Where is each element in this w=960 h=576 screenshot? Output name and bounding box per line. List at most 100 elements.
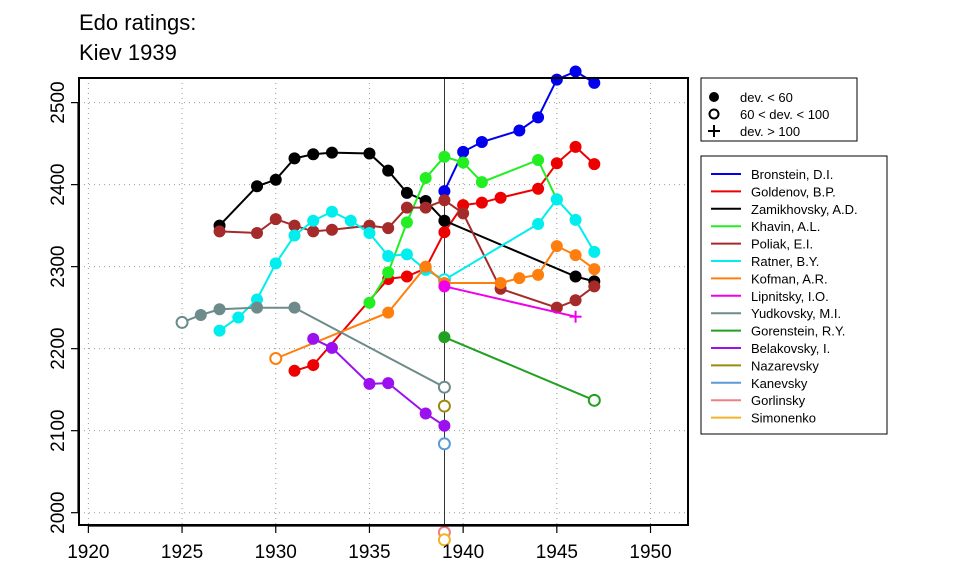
point-bronstein-d-i-1941 (475, 135, 488, 148)
x-tick-label-1935: 1935 (348, 542, 390, 563)
x-tick-label-1925: 1925 (161, 542, 203, 563)
point-zamikhovsky-a-d-1932 (307, 148, 320, 161)
point-goldenov-b-p-1946 (569, 140, 582, 153)
point-goldenov-b-p-1937 (400, 270, 413, 283)
point-gorenstein-r-y-1939 (438, 331, 451, 344)
marker-legend-symbol-1 (708, 108, 720, 120)
legend-label-khavin-a-l: Khavin, A.L. (751, 219, 820, 234)
point-ratner-b-y-1946 (569, 213, 582, 226)
series-line-kofman-a-r (275, 244, 595, 360)
point-yudkovsky-m-i-1925 (175, 315, 189, 329)
plot-frame (78, 77, 689, 526)
legend-label-gorlinsky: Gorlinsky (751, 393, 806, 408)
point-zamikhovsky-a-d-1931 (288, 152, 301, 165)
series-line-gorenstein-r-y (444, 336, 595, 402)
point-belakovsky-i-1936 (382, 377, 395, 390)
series-layer (175, 65, 601, 547)
point-zamikhovsky-a-d-1933 (325, 146, 338, 159)
point-bronstein-d-i-1945 (550, 73, 563, 86)
y-tick-label-2200: 2200 (48, 328, 69, 370)
point-khavin-a-l-1936 (382, 266, 395, 279)
point-poliak-e-i-1937 (400, 201, 413, 214)
legend-label-ratner-b-y: Ratner, B.Y. (751, 254, 819, 269)
point-belakovsky-i-1938 (419, 407, 432, 420)
point-poliak-e-i-1939 (438, 194, 451, 207)
point-khavin-a-l-1940 (457, 156, 470, 169)
point-khavin-a-l-1944 (532, 154, 545, 167)
point-yudkovsky-m-i-1939 (437, 380, 451, 394)
legend-label-nazarevsky: Nazarevsky (751, 358, 819, 373)
grid (79, 78, 688, 525)
y-tick-label-2300: 2300 (48, 246, 69, 288)
point-kofman-a-r-1938 (419, 260, 432, 273)
point-khavin-a-l-1937 (400, 216, 413, 229)
point-goldenov-b-p-1939 (438, 226, 451, 239)
series-yudkovsky-m-i (175, 301, 451, 394)
series-kofman-a-r (269, 240, 601, 366)
point-goldenov-b-p-1932 (307, 359, 320, 372)
legend-label-goldenov-b-p: Goldenov, B.P. (751, 184, 836, 199)
point-ratner-b-y-1937 (400, 248, 413, 261)
marker-legend-label-0: dev. < 60 (740, 90, 793, 105)
legend-label-gorenstein-r-y: Gorenstein, R.Y. (751, 324, 845, 339)
point-zamikhovsky-a-d-1935 (363, 147, 376, 160)
point-simonenko-1939 (437, 533, 451, 547)
series-zamikhovsky-a-d (213, 146, 601, 288)
point-khavin-a-l-1939 (438, 150, 451, 163)
point-goldenov-b-p-1941 (475, 196, 488, 209)
legend-label-belakovsky-i: Belakovsky, I. (751, 341, 830, 356)
point-lipnitsky-i-o-1939 (438, 280, 451, 293)
point-belakovsky-i-1935 (363, 377, 376, 390)
series-line-poliak-e-i (219, 199, 595, 309)
series-line-lipnitsky-i-o (444, 285, 576, 318)
point-kofman-a-r-1945 (550, 240, 563, 253)
point-poliak-e-i-1940 (457, 207, 470, 220)
marker-legend-symbol-2 (708, 125, 720, 137)
point-ratner-b-y-1928 (232, 311, 245, 324)
point-poliak-e-i-1927 (213, 225, 226, 238)
point-bronstein-d-i-1947 (588, 76, 601, 89)
series-simonenko (437, 533, 451, 547)
point-zamikhovsky-a-d-1937 (400, 186, 413, 199)
series-kanevsky (437, 437, 451, 451)
x-tick-label-1930: 1930 (255, 542, 297, 563)
point-belakovsky-i-1932 (307, 332, 320, 345)
point-goldenov-b-p-1944 (532, 182, 545, 195)
point-poliak-e-i-1946 (569, 294, 582, 307)
point-goldenov-b-p-1945 (550, 157, 563, 170)
legend-label-lipnitsky-i-o: Lipnitsky, I.O. (751, 289, 829, 304)
y-tick-label-2000: 2000 (48, 492, 69, 534)
series-belakovsky-i (307, 332, 451, 432)
marker-legend-symbol-0 (709, 92, 719, 102)
point-goldenov-b-p-1942 (494, 191, 507, 204)
point-poliak-e-i-1936 (382, 222, 395, 235)
legend-label-zamikhovsky-a-d: Zamikhovsky, A.D. (751, 202, 858, 217)
point-ratner-b-y-1936 (382, 249, 395, 262)
point-khavin-a-l-1935 (363, 296, 376, 309)
point-zamikhovsky-a-d-1930 (269, 173, 282, 186)
point-kofman-a-r-1930 (269, 352, 283, 366)
x-tick-label-1920: 1920 (67, 542, 109, 563)
axes: 1920 1925 1930 1935 1940 1945 1950 2000 2100 2200… (48, 81, 672, 563)
point-ratner-b-y-1947 (588, 245, 601, 258)
point-lipnitsky-i-o-1946 (569, 310, 582, 323)
chart-title-line-1: Edo ratings: (79, 10, 197, 35)
point-kofman-a-r-1943 (513, 272, 526, 285)
point-khavin-a-l-1941 (475, 176, 488, 189)
point-zamikhovsky-a-d-1946 (569, 270, 582, 283)
point-kofman-a-r-1942 (494, 277, 507, 290)
point-poliak-e-i-1938 (419, 201, 432, 214)
series-gorenstein-r-y (438, 331, 601, 407)
point-khavin-a-l-1938 (419, 172, 432, 185)
point-ratner-b-y-1931 (288, 229, 301, 242)
x-tick-label-1940: 1940 (442, 542, 484, 563)
point-bronstein-d-i-1943 (513, 124, 526, 137)
y-tick-label-2400: 2400 (48, 163, 69, 205)
point-poliak-e-i-1930 (269, 213, 282, 226)
chart-title-line-2: Kiev 1939 (79, 40, 177, 65)
legend-label-poliak-e-i: Poliak, E.I. (751, 237, 813, 252)
point-ratner-b-y-1927 (213, 324, 226, 337)
point-ratner-b-y-1933 (325, 205, 338, 218)
point-yudkovsky-m-i-1929 (251, 301, 264, 314)
